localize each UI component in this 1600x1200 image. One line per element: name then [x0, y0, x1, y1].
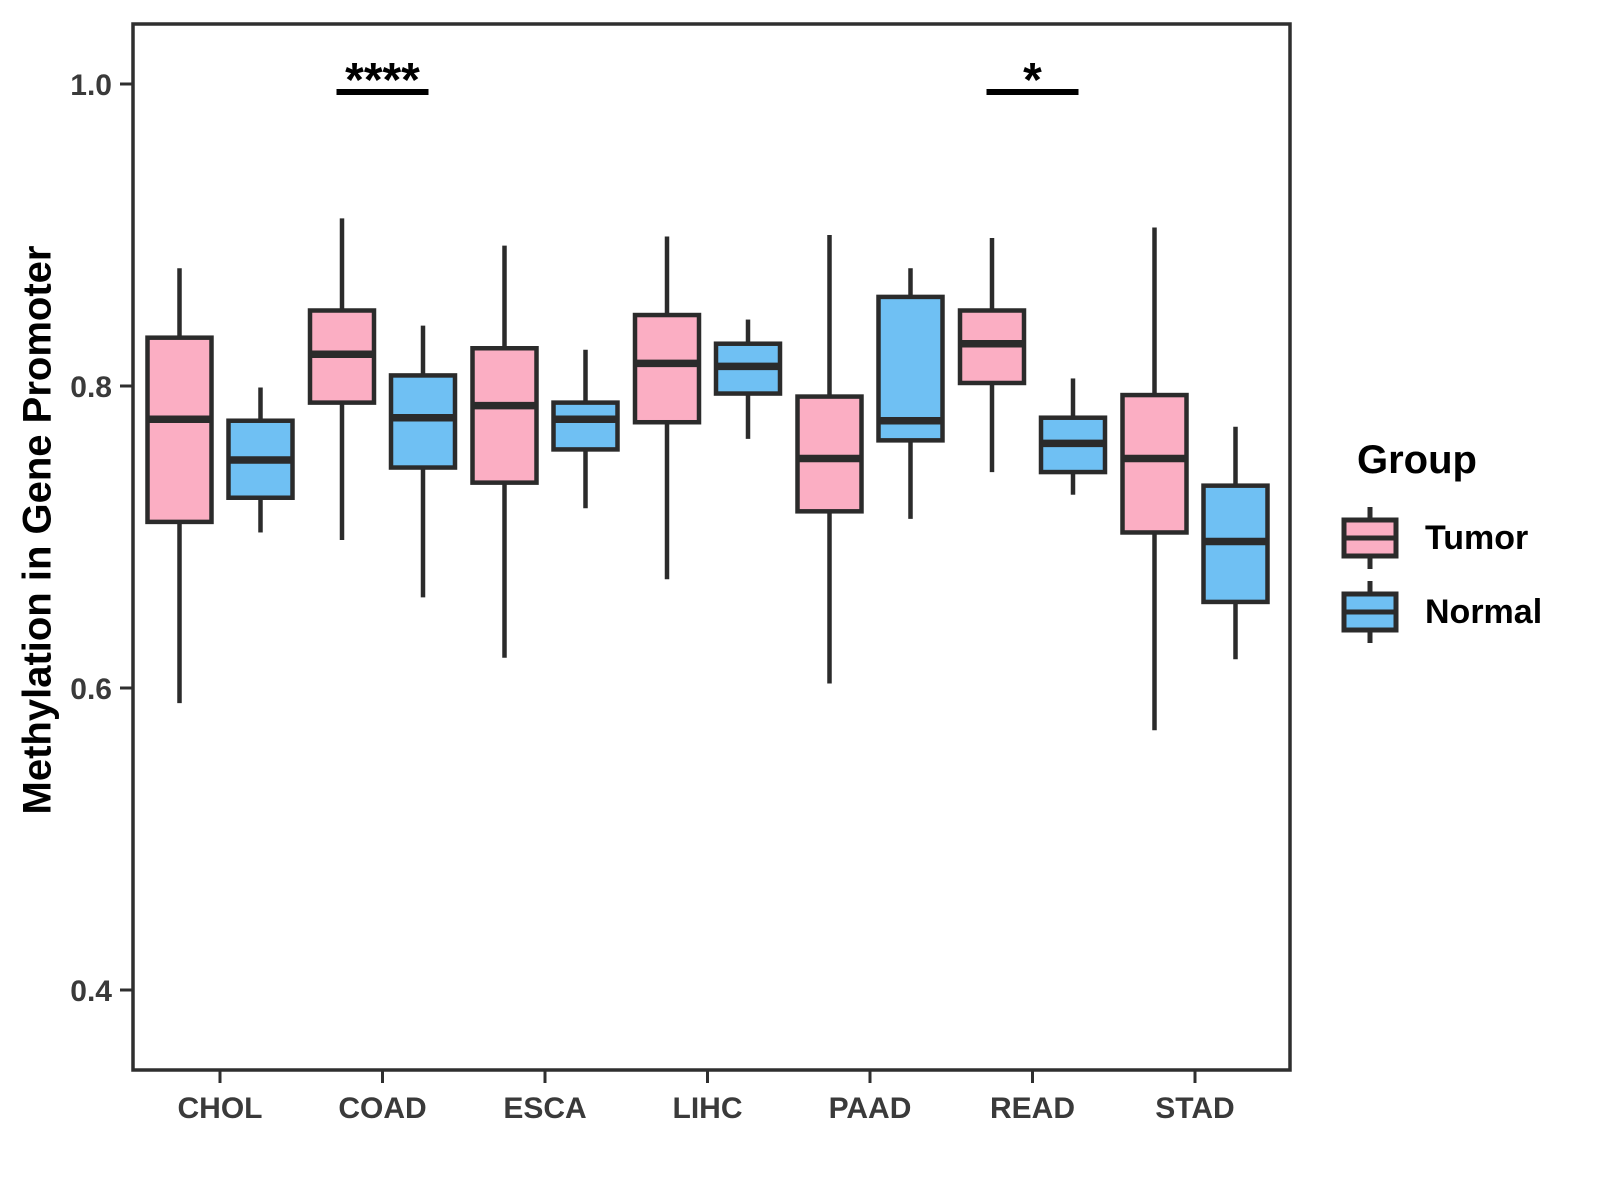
legend-title: Group — [1357, 438, 1477, 482]
x-tick-label-coad: COAD — [338, 1092, 426, 1125]
tumor-boxplot-glyph — [1341, 507, 1399, 569]
x-tick-label-lihc: LIHC — [673, 1092, 743, 1125]
box-lihc-tumor — [632, 312, 702, 425]
significance-stars-coad: **** — [345, 54, 420, 107]
significance-stars-read: * — [1023, 54, 1042, 107]
box-paad-normal — [876, 294, 945, 443]
y-axis-title: Methylation in Gene Promoter — [15, 245, 60, 815]
normal-boxplot-glyph — [1341, 581, 1399, 643]
box-chol-tumor — [145, 335, 214, 525]
x-tick-label-paad: PAAD — [829, 1092, 912, 1125]
x-tick-label-chol: CHOL — [178, 1092, 263, 1125]
x-tick-label-stad: STAD — [1155, 1092, 1234, 1125]
box-esca-normal — [551, 400, 620, 452]
box-esca-tumor — [470, 346, 539, 485]
y-tick-label: 0.6 — [70, 673, 112, 706]
x-tick-label-read: READ — [990, 1092, 1075, 1125]
y-tick-label: 1.0 — [70, 69, 112, 102]
x-tick-label-esca: ESCA — [503, 1092, 586, 1125]
y-tick-label: 0.8 — [70, 371, 112, 404]
box-coad-normal — [388, 373, 458, 470]
legend-key-tumor: Tumor — [1341, 505, 1542, 571]
legend-key-normal: Normal — [1341, 579, 1542, 645]
y-tick-label: 0.4 — [70, 975, 112, 1008]
panel-border — [131, 22, 1292, 1072]
box-paad-tumor — [795, 394, 864, 514]
box-stad-tumor — [1120, 392, 1189, 535]
legend-label-normal: Normal — [1425, 592, 1543, 631]
legend-label-tumor: Tumor — [1425, 518, 1529, 557]
legend: Group Tumor Normal — [1341, 438, 1542, 653]
